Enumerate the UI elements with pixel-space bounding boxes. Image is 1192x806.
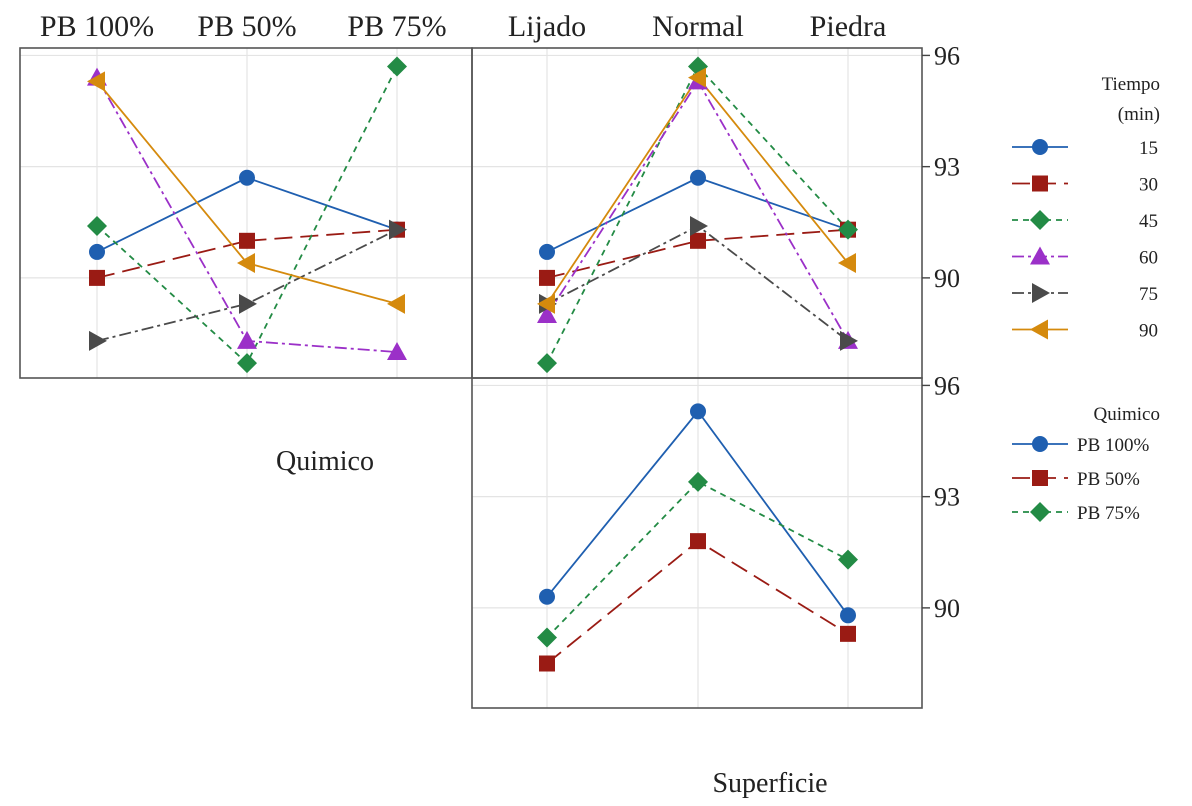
data-point-quimico-by-tiempo-2-0 [87,215,107,236]
x-tick-label: Lijado [508,10,586,43]
legend-tiempo-label-1: 30 [1139,175,1158,196]
legend-tiempo-swatch-marker-3 [1030,246,1050,265]
y-tick-label: 93 [934,153,960,182]
data-point-superficie-by-tiempo-5-1 [688,67,706,88]
legend-tiempo-swatch-marker-1 [1032,175,1048,192]
x-tick-label: PB 100% [40,10,154,43]
data-point-quimico-by-tiempo-4-2 [389,219,407,240]
legend-quimico-swatch-marker-1 [1032,470,1048,486]
data-point-superficie-by-tiempo-4-1 [690,215,708,236]
y-tick-label: 90 [934,264,960,293]
legend-tiempo-swatch-marker-2 [1030,210,1050,230]
data-point-quimico-by-tiempo-0-0 [89,243,105,260]
data-point-superficie-by-tiempo-2-0 [537,353,557,374]
legend-tiempo-title: Tiempo [1102,74,1160,95]
data-point-superficie-by-tiempo-3-0 [537,304,557,323]
legend-quimico-title: Quimico [1094,404,1161,425]
y-tick-label: 93 [934,483,960,512]
data-point-quimico-by-tiempo-5-0 [87,71,105,92]
legend-quimico-label-0: PB 100% [1077,435,1149,456]
data-point-superficie-by-quimico-1-2 [840,625,856,642]
data-point-quimico-by-tiempo-2-2 [387,56,407,77]
data-point-superficie-by-tiempo-1-1 [690,232,706,249]
x-axis-title-superficie: Superficie [712,768,827,799]
y-tick-label: 96 [934,41,960,70]
legend-tiempo-swatch-marker-4 [1032,283,1050,303]
y-tick-label: 90 [934,594,960,623]
legend-tiempo-label-5: 90 [1139,321,1158,342]
data-point-superficie-by-quimico-2-0 [537,627,557,648]
data-point-quimico-by-tiempo-5-2 [387,293,405,314]
data-point-quimico-by-tiempo-5-1 [237,253,255,274]
data-point-quimico-by-tiempo-0-1 [239,169,255,186]
legend-tiempo-label-3: 60 [1139,248,1158,269]
data-point-superficie-by-quimico-0-0 [539,588,555,605]
data-point-superficie-by-tiempo-5-2 [838,253,856,274]
legend-quimico-label-2: PB 75% [1077,503,1140,524]
x-tick-label: PB 50% [197,10,296,43]
data-point-quimico-by-tiempo-3-1 [237,330,257,349]
data-point-superficie-by-tiempo-5-0 [537,293,555,314]
data-point-quimico-by-tiempo-2-1 [237,353,257,374]
data-point-superficie-by-tiempo-1-0 [539,269,555,286]
data-point-quimico-by-tiempo-3-2 [387,342,407,361]
data-point-superficie-by-quimico-1-1 [690,533,706,550]
legend-tiempo-swatch-marker-5 [1030,319,1048,340]
data-point-superficie-by-quimico-0-1 [690,403,706,420]
data-point-quimico-by-tiempo-1-1 [239,232,255,249]
x-tick-label: Normal [652,10,744,43]
legend-tiempo-title: (min) [1118,104,1160,125]
data-point-superficie-by-tiempo-0-1 [690,169,706,186]
legend-quimico-swatch-marker-0 [1032,436,1048,452]
panel-frame [471,377,923,709]
legend-tiempo-swatch-marker-0 [1032,139,1048,155]
legend-quimico-swatch-marker-2 [1030,502,1050,522]
data-point-superficie-by-tiempo-4-2 [840,330,858,351]
panel-frame [471,47,923,379]
data-point-quimico-by-tiempo-4-1 [239,293,257,314]
data-point-superficie-by-quimico-2-2 [838,549,858,570]
legend-tiempo-label-2: 45 [1139,211,1158,232]
x-axis-title-quimico: Quimico [276,446,374,477]
x-tick-label: PB 75% [347,10,446,43]
legend-tiempo-label-4: 75 [1139,284,1158,305]
panel-frame [19,47,473,379]
x-tick-label: Piedra [810,10,887,43]
legend-tiempo-label-0: 15 [1139,138,1158,159]
data-point-quimico-by-tiempo-4-0 [89,330,107,351]
y-tick-label: 96 [934,371,960,400]
legend-quimico-label-1: PB 50% [1077,469,1140,490]
data-point-quimico-by-tiempo-1-0 [89,269,105,286]
data-point-superficie-by-quimico-1-0 [539,655,555,672]
data-point-superficie-by-tiempo-0-0 [539,243,555,260]
data-point-superficie-by-quimico-2-1 [688,471,708,492]
data-point-superficie-by-quimico-0-2 [840,607,856,624]
data-point-superficie-by-tiempo-2-2 [838,219,858,240]
